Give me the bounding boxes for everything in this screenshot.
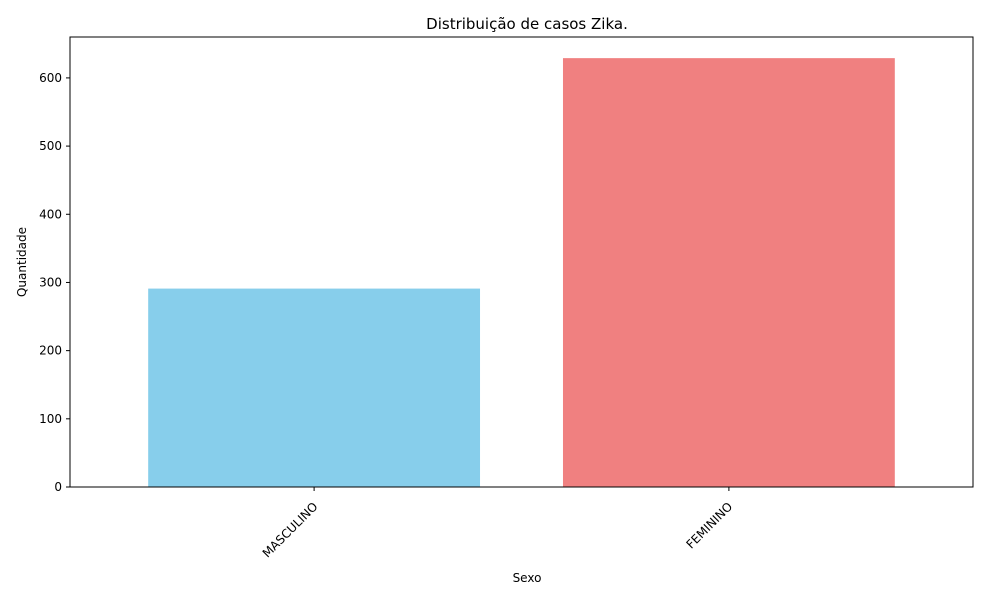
y-tick-label: 100 [39,412,62,426]
bar-feminino [562,58,895,488]
chart-title: Distribuição de casos Zika. [426,15,628,33]
bar-masculino [148,288,481,487]
y-tick-label: 300 [39,275,62,289]
y-tick-label: 0 [54,480,62,494]
bars-group [148,58,895,488]
y-tick-label: 200 [39,344,62,358]
x-tick-label: FEMININO [683,500,735,552]
y-axis-label: Quantidade [15,227,29,297]
y-axis-ticks: 0 100 200 300 400 500 600 [39,71,70,494]
y-tick-label: 500 [39,139,62,153]
y-tick-label: 600 [39,71,62,85]
plot-area-frame [69,36,974,488]
x-tick-label: MASCULINO [260,500,321,561]
y-tick-label: 400 [39,207,62,221]
x-axis-ticks: MASCULINO FEMININO [260,487,735,561]
x-axis-label: Sexo [513,571,542,585]
